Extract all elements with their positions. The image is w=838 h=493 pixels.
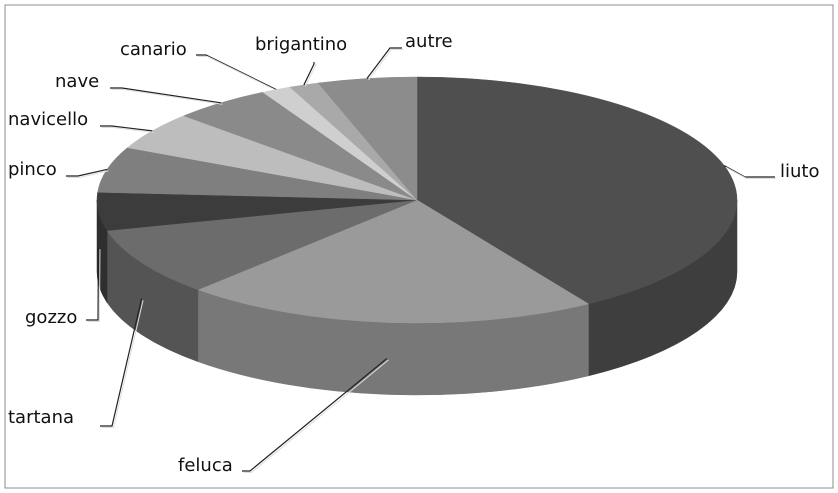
labels: liuto feluca tartana gozzo pinco navicello nav… [8, 31, 819, 476]
slice [416, 76, 738, 305]
slice [106, 199, 418, 290]
slice-label: navicello [8, 109, 88, 130]
leader-line-shadow [197, 56, 278, 92]
leader-line [303, 62, 315, 86]
leader-line-shadow [725, 166, 777, 179]
leader-line [110, 87, 221, 104]
leader-line-shadow [111, 89, 223, 105]
leader-line [724, 165, 775, 178]
slice [317, 76, 418, 201]
slice-label: canario [120, 39, 187, 60]
leader-line-shadow [243, 359, 389, 473]
slice [197, 199, 590, 324]
leader-line [366, 47, 402, 79]
leader-line-shadow [368, 49, 404, 81]
leader-line [196, 54, 277, 91]
leader-line [66, 168, 108, 177]
slice-label: autre [405, 31, 453, 52]
slice-label: brigantino [255, 34, 347, 55]
slice-label: pinco [8, 159, 57, 180]
slice-label: feluca [178, 455, 233, 476]
slice-label: tartana [8, 407, 74, 428]
leader-line-shadow [101, 299, 144, 428]
slice-label: gozzo [25, 307, 77, 328]
leader-line [100, 125, 153, 132]
leader-line-shadow [304, 63, 316, 87]
slice-tops [96, 76, 738, 324]
leader-line [100, 298, 143, 427]
slice-label: liuto [780, 161, 819, 182]
slice-label: nave [55, 71, 99, 92]
leader-line [86, 247, 100, 321]
leader-line [242, 357, 388, 472]
leader-line-shadow [87, 249, 101, 322]
leader-line-shadow [101, 127, 154, 133]
slice [97, 147, 418, 201]
leader-line-shadow [67, 170, 109, 178]
